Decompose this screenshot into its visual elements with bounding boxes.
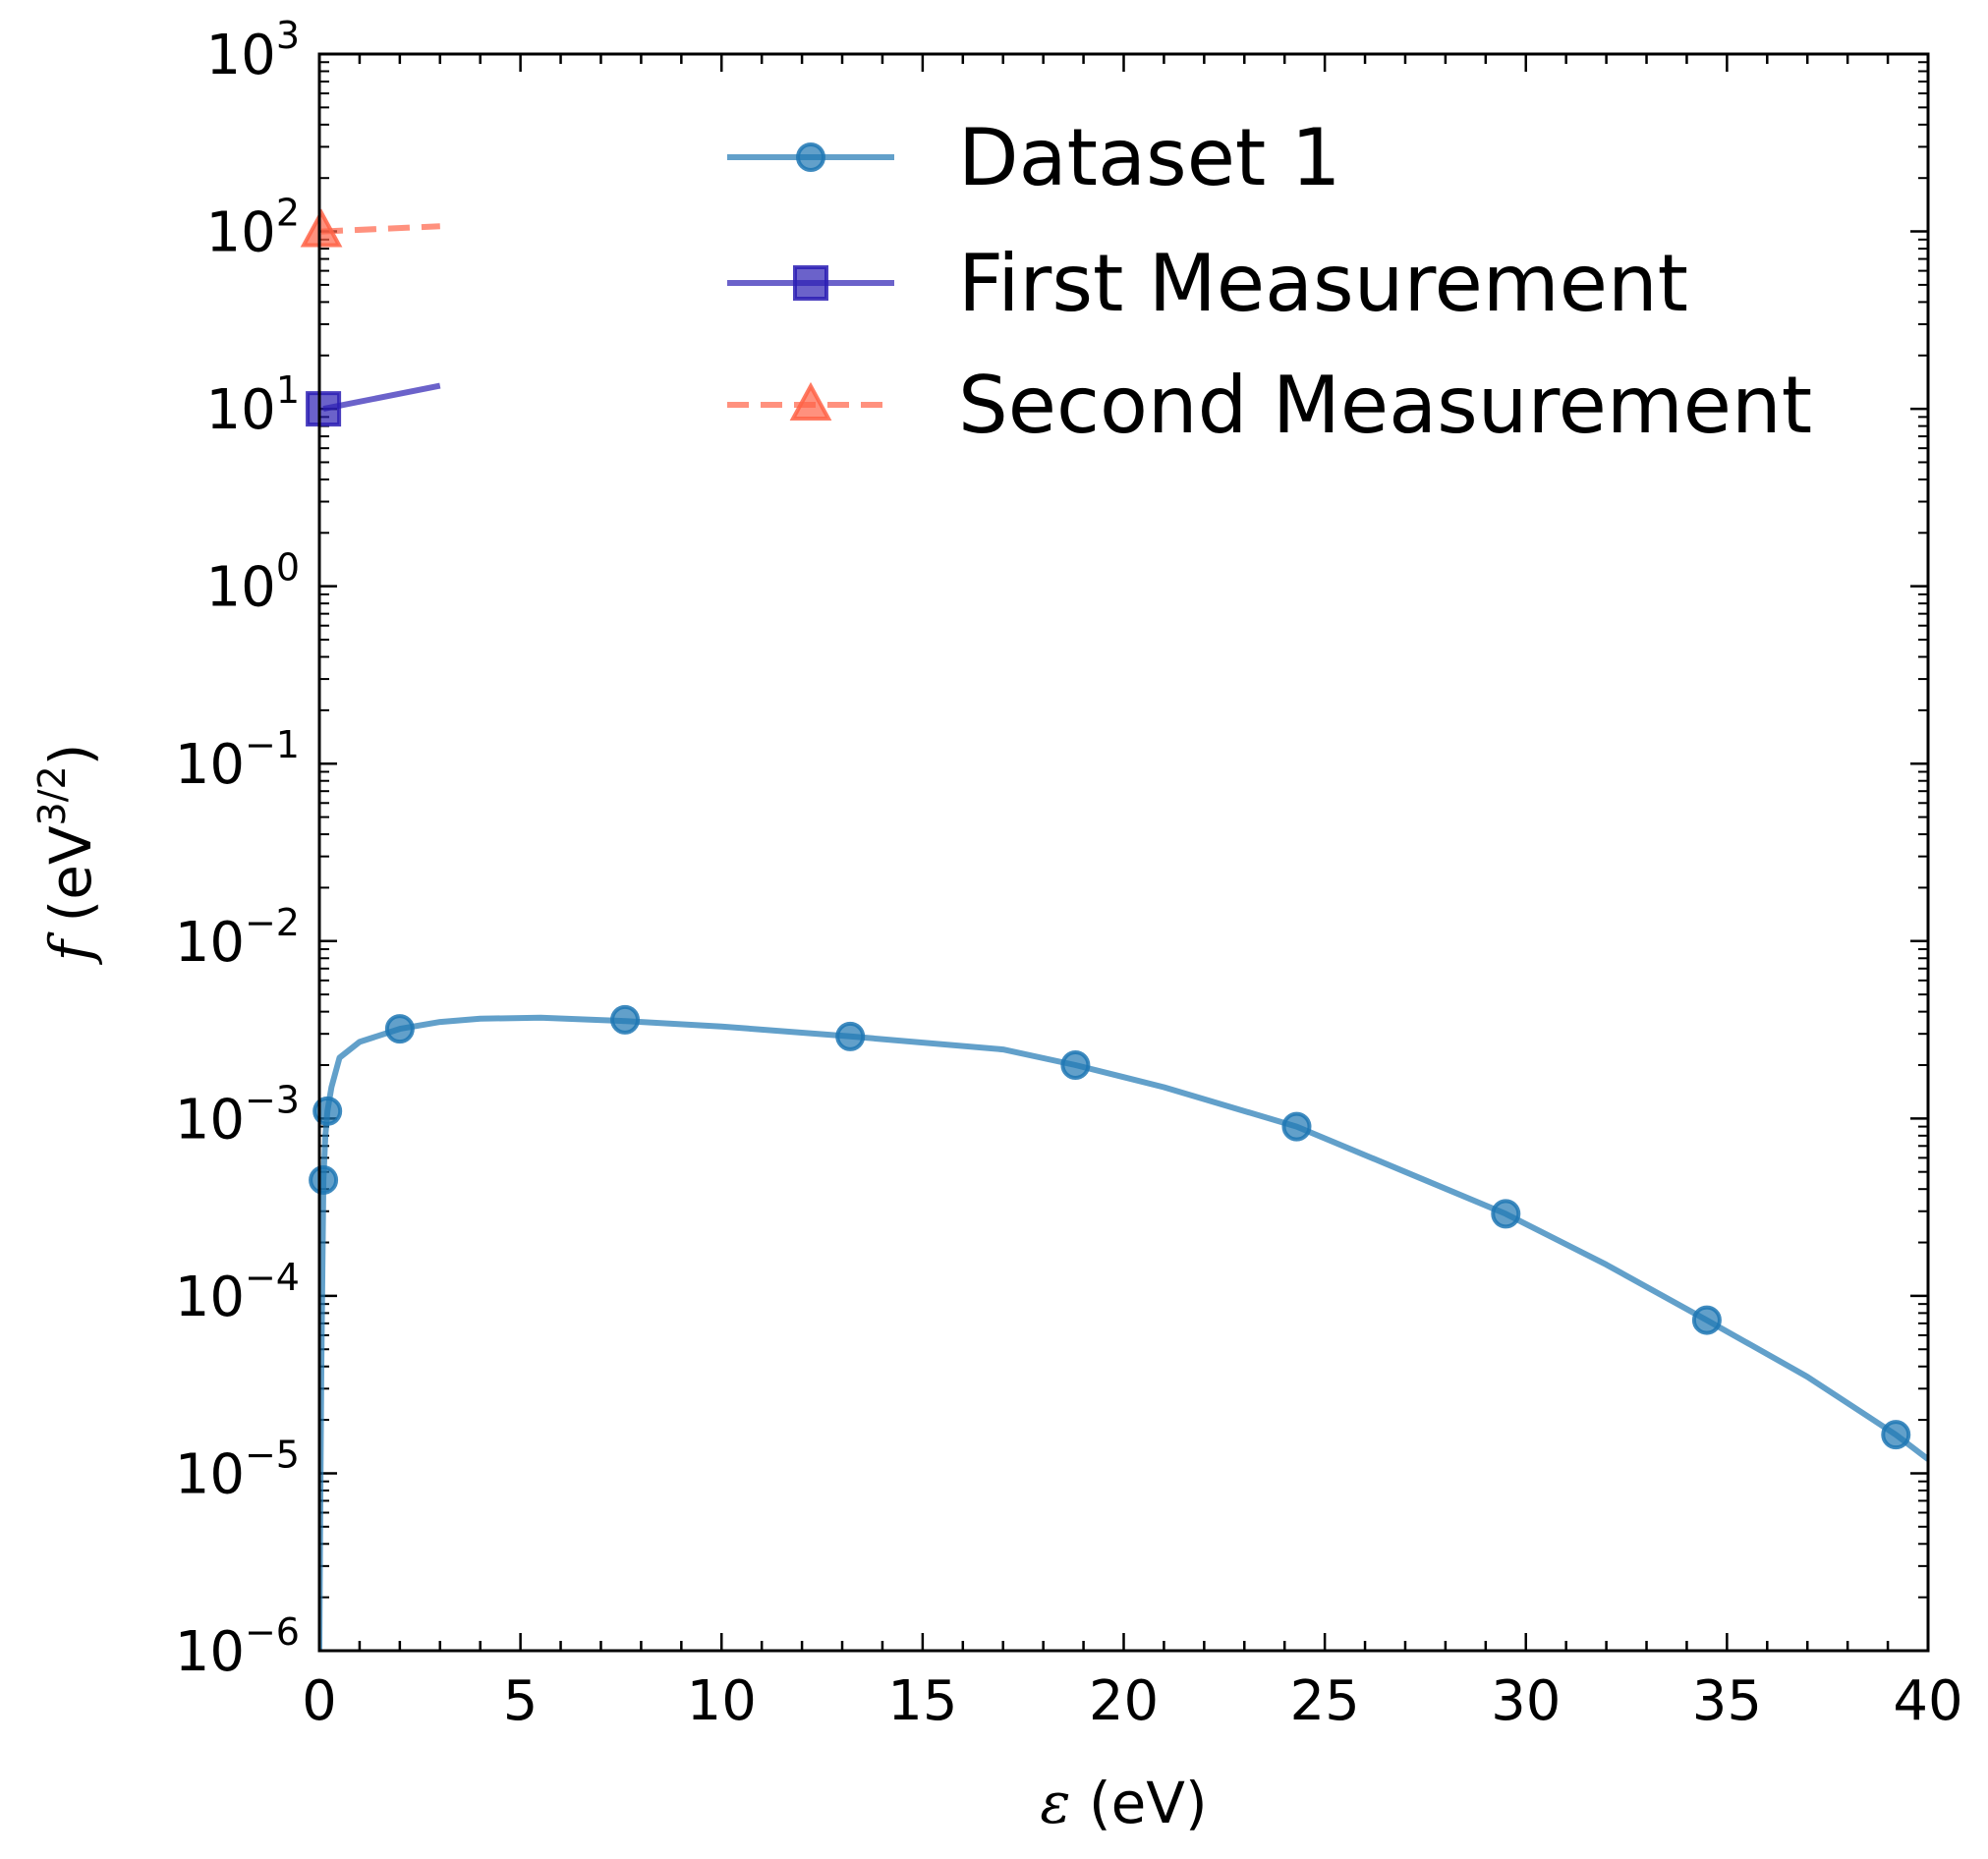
series-layer	[300, 208, 1928, 1651]
labels-layer: 0 5 10 15 20 25 30 35 40 10−6 10−5 10−4 10−3 10−2 10−1…	[30, 14, 1963, 1836]
x-axis-title: ε (eV)	[1040, 1770, 1207, 1836]
data-point	[312, 1096, 343, 1126]
series-line	[320, 223, 440, 235]
data-point	[1281, 1111, 1312, 1142]
legend-marker	[793, 265, 828, 301]
series-1	[309, 1004, 1928, 1651]
y-tick-label: 100	[206, 546, 300, 620]
y-tick-label: 101	[206, 368, 300, 442]
legend-label: First Measurement	[958, 238, 1688, 329]
data-point	[1491, 1199, 1521, 1229]
data-point	[1881, 1420, 1911, 1450]
data-point	[1060, 1049, 1091, 1080]
legend: Dataset 1 First Measurement Second Measure…	[727, 112, 1812, 451]
legend-marker	[796, 142, 825, 172]
x-tick-label: 20	[1089, 1669, 1159, 1733]
legend-label: Second Measurement	[958, 360, 1812, 451]
data-point	[309, 1164, 339, 1195]
series-line	[322, 382, 441, 413]
x-tick-label: 40	[1893, 1669, 1962, 1733]
y-tick-label: 102	[206, 192, 300, 265]
legend-label: Dataset 1	[958, 112, 1341, 203]
y-tick-label: 10−6	[175, 1610, 300, 1684]
y-tick-label: 103	[206, 14, 300, 87]
series-3	[300, 208, 440, 248]
series-line	[319, 1014, 1928, 1651]
y-tick-label: 10−3	[175, 1078, 300, 1152]
x-tick-label: 0	[302, 1669, 337, 1733]
y-tick-label: 10−1	[175, 723, 300, 797]
x-tick-label: 35	[1692, 1669, 1762, 1733]
plot-frame	[317, 52, 1930, 1653]
x-tick-label: 25	[1289, 1669, 1359, 1733]
data-point	[835, 1021, 866, 1051]
data-point	[384, 1014, 415, 1044]
y-tick-label: 10−5	[175, 1433, 300, 1506]
legend-marker	[789, 381, 832, 421]
data-point	[306, 391, 342, 427]
data-point	[610, 1004, 641, 1035]
x-tick-label: 15	[887, 1669, 957, 1733]
y-tick-label: 10−2	[175, 901, 300, 975]
series-2	[306, 382, 441, 427]
x-tick-label: 5	[503, 1669, 539, 1733]
x-tick-label: 10	[687, 1669, 757, 1733]
data-point	[1691, 1305, 1722, 1335]
data-point	[300, 208, 343, 248]
x-tick-label: 30	[1491, 1669, 1561, 1733]
y-tick-label: 10−4	[175, 1256, 300, 1329]
y-axis-title: f (eV3/2)	[30, 744, 104, 966]
